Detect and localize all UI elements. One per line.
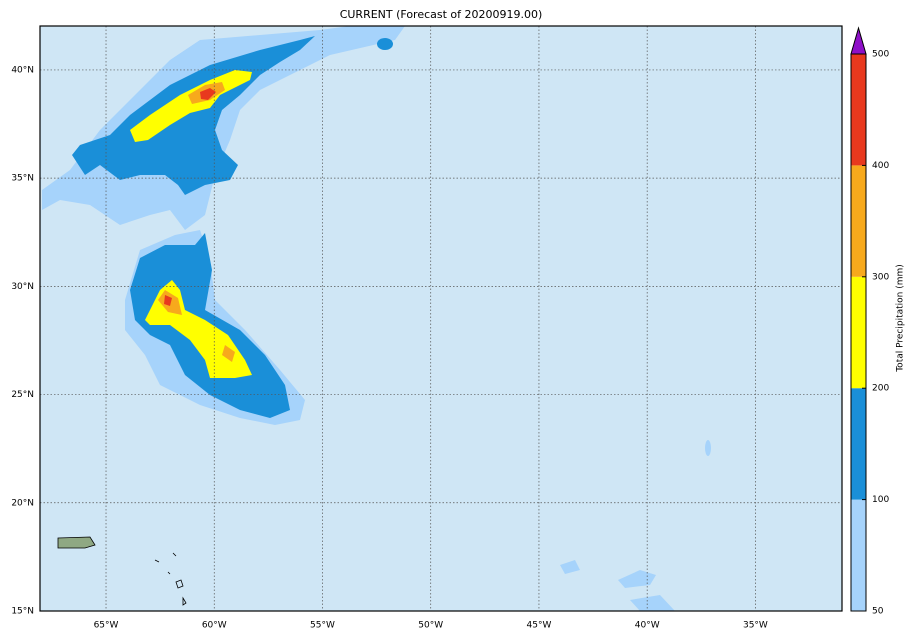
colorbar-tick-label: 300 (872, 272, 889, 282)
colorbar-segment (851, 276, 866, 389)
contour-light (618, 570, 656, 588)
contour-dark (377, 38, 393, 50)
colorbar-label: Total Precipitation (mm) (896, 264, 906, 373)
colorbar-frame (850, 53, 867, 612)
contour-light (42, 26, 405, 230)
precip-contours (42, 26, 711, 611)
puerto-rico (57, 536, 96, 549)
islands (154, 552, 187, 606)
y-tick-label: 30°N (11, 282, 34, 292)
x-tick-label: 55°W (310, 621, 335, 631)
x-tick-label: 50°W (418, 621, 443, 631)
colorbar-segment (851, 499, 866, 611)
colorbar-tick-label: 50 (872, 607, 884, 617)
y-tick-label: 20°N (11, 498, 34, 508)
contour-orange (222, 345, 235, 362)
colorbar-tick-label: 200 (872, 384, 889, 394)
x-tick-label: 35°W (743, 621, 768, 631)
y-tick-label: 15°N (11, 607, 34, 617)
y-tick-label: 40°N (11, 65, 34, 75)
x-tick-label: 65°W (94, 621, 119, 631)
colorbar-extend (850, 26, 867, 55)
colorbar-segment (851, 388, 866, 500)
land (57, 536, 187, 606)
colorbar-tick-label: 400 (872, 161, 889, 171)
map-frame (39, 25, 843, 612)
colorbar-segment (851, 54, 866, 166)
contour-dark (72, 36, 315, 195)
colorbar-tick-label: 500 (872, 50, 889, 60)
contour-light (705, 440, 711, 456)
map-title: CURRENT (Forecast of 20200919.00) (340, 8, 543, 21)
contour-light (560, 560, 580, 574)
x-tick-label: 40°W (635, 621, 660, 631)
x-tick-label: 45°W (527, 621, 552, 631)
y-tick-label: 35°N (11, 174, 34, 184)
contour-red (200, 88, 216, 100)
colorbar-tick-label: 100 (872, 495, 889, 505)
x-tick-label: 60°W (202, 621, 227, 631)
y-tick-label: 25°N (11, 390, 34, 400)
contour-light (630, 595, 675, 611)
contour-red (164, 295, 172, 306)
colorbar-segment (851, 165, 866, 277)
